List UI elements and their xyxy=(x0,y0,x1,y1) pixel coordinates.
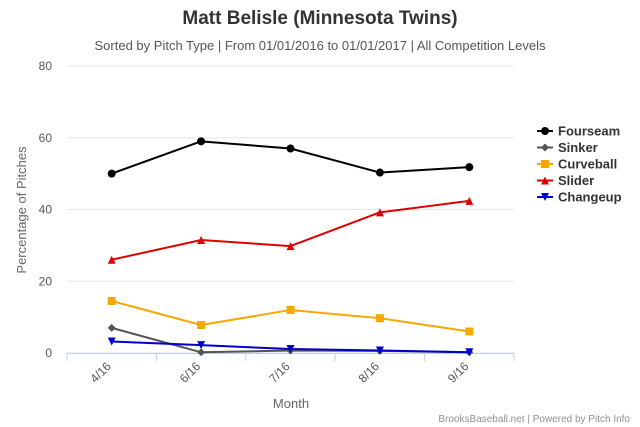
x-tick-label: 9/16 xyxy=(445,359,472,386)
series-curveball xyxy=(107,296,474,336)
x-tick-label: 8/16 xyxy=(356,359,383,386)
legend-label: Slider xyxy=(558,173,594,188)
data-point-fourseam[interactable] xyxy=(107,169,116,178)
x-tick-label: 4/16 xyxy=(87,359,114,386)
y-tick-label: 0 xyxy=(45,346,52,360)
data-point-slider[interactable] xyxy=(286,242,295,251)
legend-marker xyxy=(541,143,549,152)
legend-marker xyxy=(541,160,549,168)
series-slider xyxy=(107,196,474,264)
legend-label: Fourseam xyxy=(558,124,620,139)
chart-subtitle: Sorted by Pitch Type | From 01/01/2016 t… xyxy=(95,38,546,53)
data-point-changeup[interactable] xyxy=(375,346,384,355)
data-point-fourseam[interactable] xyxy=(197,137,206,146)
x-tick-label: 7/16 xyxy=(266,359,293,386)
data-point-slider[interactable] xyxy=(375,208,384,217)
legend-marker xyxy=(541,193,549,201)
y-tick-label: 40 xyxy=(39,203,53,217)
series-changeup xyxy=(107,337,474,357)
legend-label: Changeup xyxy=(558,190,622,205)
data-point-fourseam[interactable] xyxy=(286,144,295,153)
data-point-changeup[interactable] xyxy=(107,337,116,346)
data-point-curveball[interactable] xyxy=(107,296,116,305)
legend-label: Curveball xyxy=(558,157,617,172)
y-tick-label: 60 xyxy=(39,131,53,145)
legend-item-changeup[interactable]: Changeup xyxy=(537,190,622,205)
data-point-curveball[interactable] xyxy=(286,305,295,314)
data-point-curveball[interactable] xyxy=(375,314,384,323)
credits-text[interactable]: BrooksBaseball.net | Powered by Pitch In… xyxy=(438,414,630,425)
legend-label: Sinker xyxy=(558,140,598,155)
data-point-fourseam[interactable] xyxy=(465,163,474,172)
axes: 0 20 40 60 80 4/16 6/16 7/16 8/16 9/16 xyxy=(39,59,515,386)
data-point-slider[interactable] xyxy=(465,196,474,205)
data-point-curveball[interactable] xyxy=(197,321,206,330)
x-axis-title: Month xyxy=(273,396,309,411)
legend-marker xyxy=(541,127,549,135)
series-line-curveball xyxy=(111,300,470,333)
data-point-slider[interactable] xyxy=(197,235,206,244)
y-tick-label: 80 xyxy=(39,59,53,73)
data-point-slider[interactable] xyxy=(107,255,116,264)
data-point-changeup[interactable] xyxy=(465,348,474,357)
series-group xyxy=(107,137,474,357)
data-point-changeup[interactable] xyxy=(197,341,206,350)
legend-item-curveball[interactable]: Curveball xyxy=(537,157,617,172)
data-point-changeup[interactable] xyxy=(286,345,295,354)
x-tick-label: 6/16 xyxy=(177,359,204,386)
data-point-sinker[interactable] xyxy=(107,323,116,332)
legend-item-fourseam[interactable]: Fourseam xyxy=(537,124,620,139)
legend-item-sinker[interactable]: Sinker xyxy=(537,140,598,155)
data-point-fourseam[interactable] xyxy=(375,168,384,177)
legend-item-slider[interactable]: Slider xyxy=(537,173,594,188)
data-point-sinker[interactable] xyxy=(197,348,206,357)
series-fourseam xyxy=(107,137,474,178)
data-point-curveball[interactable] xyxy=(465,327,474,336)
y-axis-title: Percentage of Pitches xyxy=(14,146,29,274)
legend-marker xyxy=(541,176,549,185)
y-tick-label: 20 xyxy=(39,274,53,288)
chart-title: Matt Belisle (Minnesota Twins) xyxy=(182,8,457,29)
